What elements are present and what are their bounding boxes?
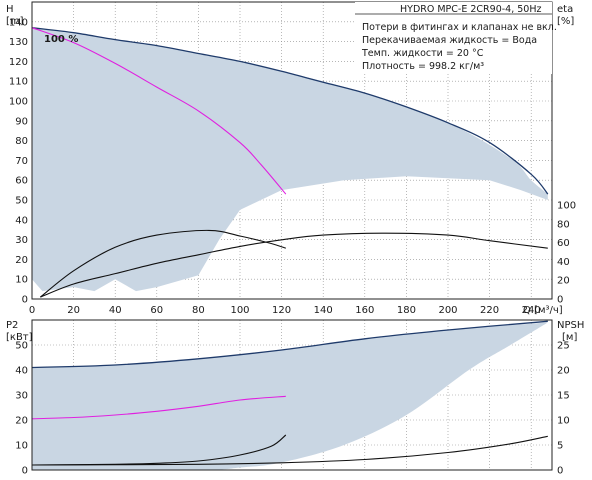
p2-axis-label: P2 [6, 320, 18, 331]
npsh-axis-unit: [м] [562, 332, 577, 343]
h-tick-label: 30 [15, 235, 28, 246]
eta-tick-label: 20 [557, 276, 570, 287]
h-full-speed-curve-0 [31, 27, 549, 195]
q-tick-label: 80 [192, 305, 205, 316]
h-tick-label: 20 [15, 255, 28, 266]
power-range-area [32, 322, 548, 471]
p2-axis-ticks: 0 10 20 30 40 50 [15, 341, 28, 477]
h-tick-label: 110 [9, 77, 28, 88]
bottom-series [31, 320, 548, 466]
npsh-tick-label: 10 [557, 416, 570, 427]
power-npsh-panel: P2 [кВт] NPSH [м] 0 10 20 30 40 50 0 5 10 15 20 25 [6, 319, 584, 477]
eta-tick-label: 0 [557, 295, 563, 306]
q-tick-label: 100 [230, 305, 249, 316]
operating-range-area [32, 27, 548, 292]
p2-axis-unit: [кВт] [6, 332, 33, 343]
h-tick-label: 140 [9, 17, 28, 28]
eta-tick-label: 40 [557, 257, 570, 268]
q-axis-label: Q [м³/ч] [523, 305, 563, 316]
eta-tick-label: 80 [557, 219, 570, 230]
npsh-tick-label: 25 [557, 341, 570, 352]
p2-tick-label: 40 [15, 366, 28, 377]
h-tick-label: 80 [15, 136, 28, 147]
top-series [31, 27, 549, 298]
h-tick-label: 70 [15, 156, 28, 167]
h-tick-label: 40 [15, 215, 28, 226]
q-tick-label: 140 [314, 305, 333, 316]
p2-tick-label: 20 [15, 416, 28, 427]
eta-tick-label: 100 [557, 201, 576, 212]
h-axis-label: H [6, 4, 14, 15]
q-tick-label: 60 [150, 305, 163, 316]
q-tick-label: 160 [355, 305, 374, 316]
p2-full-speed-curve-0 [31, 320, 548, 369]
eta-tick-label: 60 [557, 238, 570, 249]
h-tick-label: 120 [9, 57, 28, 68]
note-density: Плотность = 998.2 кг/м³ [362, 61, 484, 72]
npsh-axis-ticks: 0 5 10 15 20 25 [557, 341, 570, 477]
q-tick-label: 180 [397, 305, 416, 316]
npsh-tick-label: 5 [557, 441, 563, 452]
q-axis-ticks: 0 20 40 60 80 100 120 140 160 180 200 220 240 [29, 305, 541, 316]
note-losses: Потери в фитингах и клапанах не вкл. [362, 22, 557, 33]
npsh-tick-label: 15 [557, 391, 570, 402]
h-tick-label: 0 [22, 295, 28, 306]
eta-efficiency-curve-3 [40, 232, 548, 298]
p2-tick-label: 50 [15, 341, 28, 352]
chart-title: HYDRO MPC-E 2CR90-4, 50Hz [400, 4, 541, 15]
q-tick-label: 220 [480, 305, 499, 316]
top-plot-frame [31, 1, 553, 300]
h-tick-label: 50 [15, 196, 28, 207]
p2-tick-label: 0 [22, 466, 28, 477]
q-tick-label: 200 [438, 305, 457, 316]
q-tick-label: 240 [522, 305, 541, 316]
q-tick-label: 0 [29, 305, 35, 316]
note-temperature: Темп. жидкости = 20 °C [361, 48, 484, 59]
h-tick-label: 10 [15, 275, 28, 286]
q-tick-label: 20 [67, 305, 80, 316]
p2-or-npsh-curve-3 [31, 435, 548, 466]
h-tick-label: 90 [15, 116, 28, 127]
eta-axis-unit: [%] [557, 16, 574, 27]
h-tick-label: 60 [15, 176, 28, 187]
eta-efficiency-curve-2 [39, 229, 286, 298]
npsh-tick-label: 20 [557, 366, 570, 377]
speed-label: 100 % [44, 34, 78, 45]
h-axis-unit: [m] [6, 16, 24, 27]
p2-tick-label: 30 [15, 391, 28, 402]
h-axis-ticks: 0 10 20 30 40 50 60 70 80 90 100 110 120 130 140 [9, 17, 28, 305]
bottom-plot-frame [31, 319, 553, 471]
eta-axis-label: eta [557, 4, 573, 15]
p2-part-speed-curve-1 [31, 395, 286, 420]
q-tick-label: 40 [109, 305, 122, 316]
npsh-axis-label: NPSH [557, 320, 584, 331]
eta-axis-ticks: 0 20 40 60 80 100 [557, 201, 576, 306]
note-liquid: Перекачиваемая жидкость = Вода [362, 35, 537, 46]
q-tick-label: 120 [272, 305, 291, 316]
h-part-speed-curve-1 [31, 27, 287, 195]
head-efficiency-panel: H [m] eta [%] 0 10 20 30 40 50 60 70 80 90 100 110 1… [6, 1, 576, 316]
p2-tick-label: 10 [15, 441, 28, 452]
h-tick-label: 130 [9, 37, 28, 48]
h-tick-label: 100 [9, 97, 28, 108]
npsh-tick-label: 0 [557, 466, 563, 477]
